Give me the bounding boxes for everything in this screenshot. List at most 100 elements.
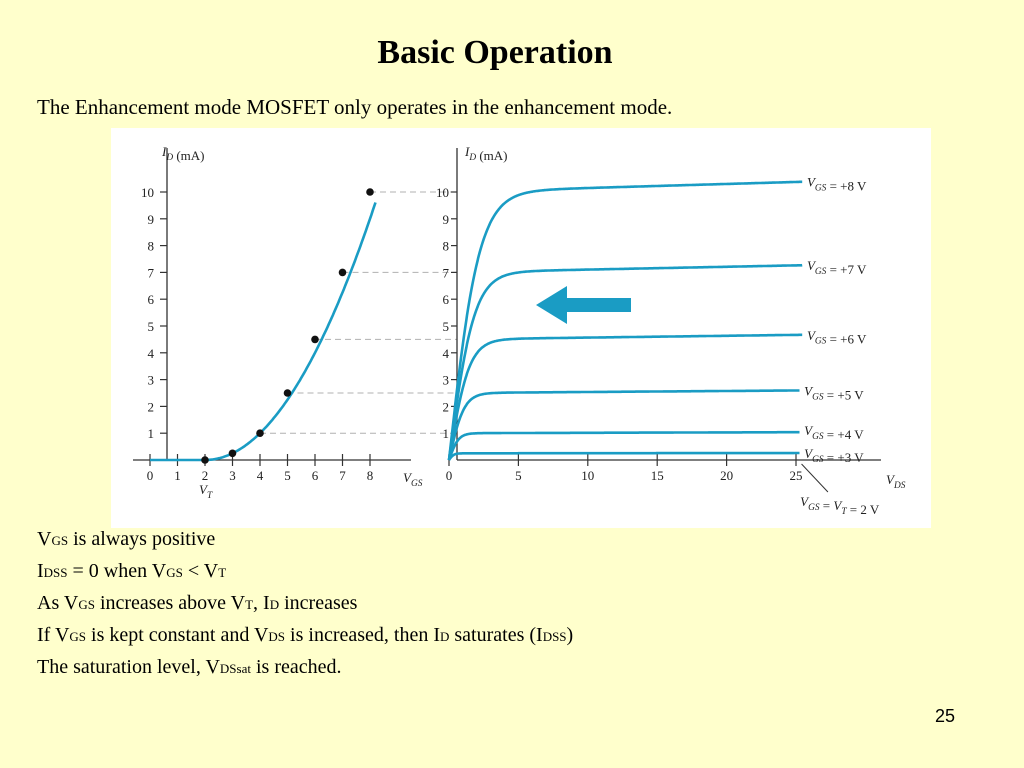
- series-label: VGS = +4 V: [804, 423, 864, 442]
- right-x-tick-label: 0: [446, 468, 453, 483]
- slide-title: Basic Operation: [377, 34, 613, 71]
- subscript-text: GS: [51, 533, 69, 548]
- transfer-curve: [150, 202, 377, 462]
- right-y-tick-label: 2: [443, 399, 450, 414]
- series-label: VGS = +3 V: [804, 446, 864, 465]
- left-x-tick-label: 2: [202, 468, 209, 483]
- left-arrow-icon: [536, 286, 631, 324]
- bullet-text: I: [37, 560, 44, 582]
- drain-curve: [447, 451, 800, 461]
- left-y-tick-label: 1: [148, 426, 155, 441]
- bullet-text: As V: [37, 592, 79, 614]
- mosfet-figure: 1 2 3 4 5 6 7 8 9 10 0 1 2 3 4 5 6 7 8 ID (mA) VGS VT 1 2 3 4 5 6 7 8…: [111, 128, 931, 528]
- subscript-text: DS: [268, 629, 286, 644]
- page-number: 25: [935, 706, 956, 726]
- subscript-text: GS: [78, 597, 95, 612]
- series-label: VGS = +6 V: [807, 328, 867, 347]
- bullet-list: VGS is always positive IDSS = 0 when VGS …: [37, 524, 573, 684]
- left-x-tick-label: 0: [147, 468, 154, 483]
- bullet-text: is increased, then I: [285, 624, 440, 646]
- transfer-data-point: [283, 389, 292, 397]
- left-x-axis-label: VGS: [403, 470, 423, 489]
- right-y-tick-label: 6: [443, 292, 450, 307]
- right-y-tick-label: 8: [443, 239, 450, 254]
- left-x-tick-label: 1: [174, 468, 181, 483]
- drain-curve: [447, 430, 800, 461]
- subscript-text: T: [218, 565, 227, 580]
- transfer-data-point: [201, 456, 209, 464]
- left-y-tick-label: 5: [148, 319, 155, 334]
- left-y-tick-label: 6: [148, 292, 155, 307]
- bullet-text: is reached.: [250, 656, 342, 678]
- bullet-item: As VGS increases above VT, ID increases: [37, 588, 573, 620]
- right-x-axis-label: VDS: [886, 472, 906, 491]
- left-x-tick-label: 7: [339, 468, 346, 483]
- vt-leader-line: [801, 463, 829, 493]
- left-y-tick-label: 7: [148, 265, 155, 280]
- bullet-text: V: [37, 528, 52, 550]
- bullet-text: , I: [253, 592, 270, 614]
- subscript-text: DSS: [542, 629, 567, 644]
- right-y-tick-label: 3: [443, 373, 450, 388]
- subscript-text: GS: [166, 565, 183, 580]
- subscript-text: D: [269, 597, 280, 612]
- bullet-text: = 0 when V: [67, 560, 167, 582]
- transfer-data-point: [228, 449, 237, 458]
- bullet-text: If V: [37, 624, 70, 646]
- transfer-data-point: [366, 188, 374, 196]
- bullet-text: increases above V: [94, 592, 246, 614]
- left-x-tick-label: 3: [229, 468, 236, 483]
- right-x-tick-label: 20: [720, 468, 733, 483]
- transfer-data-point: [338, 268, 347, 277]
- right-y-tick-label: 7: [443, 265, 450, 280]
- bullet-item: IDSS = 0 when VGS < VT: [37, 556, 573, 588]
- left-y-tick-label: 9: [148, 212, 155, 227]
- subscript-text: DSsat: [219, 661, 251, 676]
- vt-curve-label: VGS = VT = 2 V: [800, 494, 880, 517]
- mosfet-characteristics-chart: 1 2 3 4 5 6 7 8 9 10 0 1 2 3 4 5 6 7 8 ID (mA) VGS VT 1 2 3 4 5 6 7 8…: [133, 144, 906, 517]
- drain-curve: [447, 180, 803, 461]
- bullet-text: The saturation level, V: [37, 656, 220, 678]
- series-label: VGS = +7 V: [807, 258, 867, 277]
- subscript-text: DSS: [43, 565, 68, 580]
- left-x-tick-label: 5: [284, 468, 291, 483]
- left-x-tick-label: 4: [257, 468, 264, 483]
- subscript-text: D: [440, 629, 450, 644]
- drain-curve: [447, 263, 803, 461]
- bullet-text: increases: [279, 592, 358, 614]
- left-y-axis-label: ID (mA): [161, 144, 205, 163]
- bullet-text: is kept constant and V: [86, 624, 269, 646]
- vt-label: VT: [199, 482, 213, 501]
- left-y-tick-label: 8: [148, 239, 155, 254]
- subscript-text: GS: [69, 629, 87, 644]
- right-y-tick-label: 4: [443, 346, 450, 361]
- series-label: VGS = +5 V: [804, 383, 864, 402]
- bullet-item: The saturation level, VDSsat is reached.: [37, 652, 573, 684]
- bullet-text: is always positive: [68, 528, 216, 550]
- right-y-tick-label: 5: [443, 319, 450, 334]
- left-y-tick-label: 2: [148, 399, 155, 414]
- left-x-tick-label: 8: [367, 468, 374, 483]
- bullet-text: ): [566, 624, 574, 646]
- right-x-tick-label: 15: [651, 468, 664, 483]
- subscript-text: T: [245, 597, 254, 612]
- left-y-tick-label: 4: [148, 346, 155, 361]
- transfer-data-point: [256, 429, 264, 438]
- bullet-text: saturates (I: [449, 624, 543, 646]
- bullet-item: VGS is always positive: [37, 524, 573, 556]
- bullet-item: If VGS is kept constant and VDS is incre…: [37, 620, 573, 652]
- right-y-tick-label: 10: [436, 185, 449, 200]
- right-y-tick-label: 1: [443, 426, 450, 441]
- left-y-tick-label: 3: [148, 373, 155, 388]
- left-y-tick-label: 10: [141, 185, 154, 200]
- right-x-tick-label: 10: [581, 468, 594, 483]
- right-x-tick-label: 25: [790, 468, 803, 483]
- series-label: VGS = +8 V: [807, 175, 867, 194]
- drain-curve: [447, 389, 800, 461]
- transfer-data-point: [311, 335, 319, 344]
- drain-curve: [447, 333, 803, 461]
- right-x-tick-label: 5: [515, 468, 522, 483]
- right-y-axis-label: ID (mA): [464, 144, 508, 163]
- left-x-tick-label: 6: [312, 468, 319, 483]
- right-y-tick-label: 9: [443, 212, 450, 227]
